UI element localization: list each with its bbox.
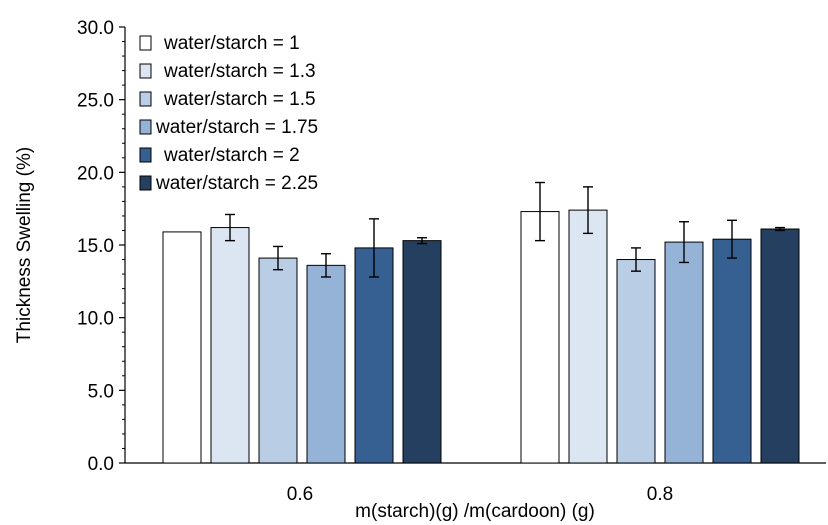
legend-label: water/starch = 1 [163, 33, 300, 54]
bar-group-0.6 [162, 213, 442, 464]
legend-item: water/starch = 1.75 [139, 117, 318, 138]
legend-label: water/starch = 1.75 [155, 117, 318, 138]
bar-group-0.8 [520, 181, 800, 464]
bars [162, 181, 800, 464]
y-axis-title: Thickness Swelling (%) [14, 147, 35, 343]
legend-swatch [139, 175, 152, 191]
y-tick-label: 30.0 [77, 18, 114, 39]
y-tick-label: 0.0 [88, 454, 114, 475]
y-axis-ticks: 0.0 5.0 10.0 15.0 20.0 25.0 30.0 [77, 18, 125, 475]
y-tick-label: 10.0 [77, 309, 114, 330]
legend-item: water/starch = 1 [139, 33, 300, 54]
y-tick-label: 20.0 [77, 163, 114, 184]
legend-item: water/starch = 2 [139, 145, 300, 166]
x-tick-label: 0.6 [287, 484, 313, 505]
legend-label: water/starch = 1.5 [163, 89, 316, 110]
bar [354, 247, 394, 464]
legend-item: water/starch = 2.25 [139, 173, 318, 194]
y-tick-label: 15.0 [77, 236, 114, 257]
legend-label: water/starch = 2 [163, 145, 300, 166]
legend: water/starch = 1 water/starch = 1.3 water/… [139, 33, 318, 194]
bar [162, 231, 202, 464]
bar [760, 228, 800, 464]
bar [664, 241, 704, 464]
bar [210, 227, 250, 464]
legend-label: water/starch = 2.25 [155, 173, 318, 194]
y-tick-label: 25.0 [77, 91, 114, 112]
legend-swatch [139, 35, 152, 51]
bar [568, 209, 608, 464]
legend-swatch [139, 119, 152, 135]
legend-swatch [139, 91, 152, 107]
x-axis-tick-labels: 0.6 0.8 [287, 484, 673, 505]
plot-area: 0.0 5.0 10.0 15.0 20.0 25.0 30.0 0.6 0.8 [77, 18, 826, 505]
legend-item: water/starch = 1.3 [139, 61, 316, 82]
bar [402, 240, 442, 464]
legend-item: water/starch = 1.5 [139, 89, 316, 110]
legend-swatch [139, 147, 152, 163]
legend-swatch [139, 63, 152, 79]
bar [712, 238, 752, 464]
legend-label: water/starch = 1.3 [163, 61, 316, 82]
x-axis-title: m(starch)(g) /m(cardoon) (g) [355, 501, 595, 522]
bar [616, 259, 656, 464]
bar [258, 257, 298, 464]
x-tick-label: 0.8 [647, 484, 673, 505]
bar [520, 211, 560, 464]
bar [306, 264, 346, 464]
y-tick-label: 5.0 [88, 381, 114, 402]
